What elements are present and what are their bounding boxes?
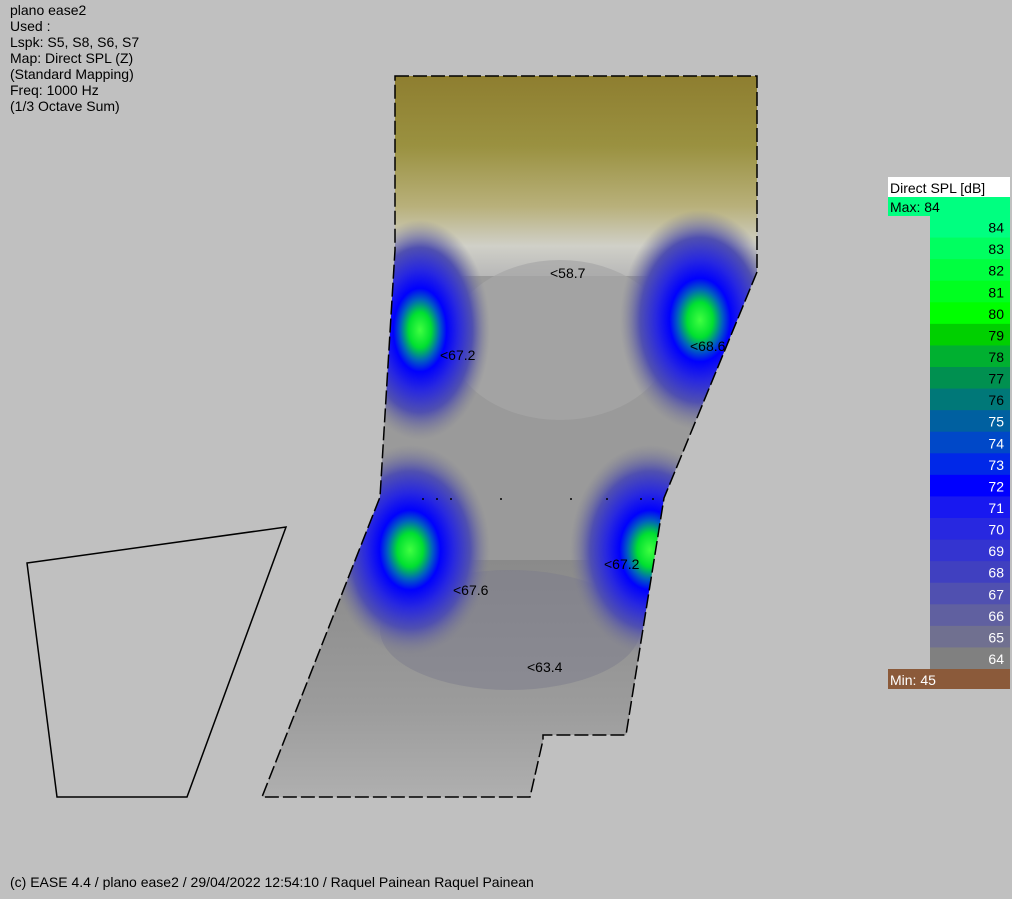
legend-level-label: 76	[988, 392, 1004, 408]
legend-swatch-74	[930, 431, 1010, 454]
legend-swatch-66	[930, 604, 1010, 627]
seat-row-markers	[422, 498, 654, 500]
legend-swatch-73	[930, 453, 1010, 476]
legend-level-label: 74	[988, 435, 1004, 451]
legend-swatch-84	[930, 216, 1010, 239]
legend-swatch-67	[930, 582, 1010, 605]
legend-level-label: 80	[988, 306, 1004, 322]
annotation-bottom-left: <67.6	[453, 582, 489, 598]
legend-level-label: 73	[988, 457, 1004, 473]
info-line-mapping: (Standard Mapping)	[10, 66, 134, 82]
legend-level-label: 84	[988, 220, 1004, 236]
legend-level-label: 65	[988, 629, 1004, 645]
annotation-bottom-right: <67.2	[604, 556, 640, 572]
legend-level-label: 78	[988, 349, 1004, 365]
legend-swatch-77	[930, 367, 1010, 390]
legend-swatch-68	[930, 561, 1010, 584]
info-line-used: Used :	[10, 18, 51, 34]
legend-level-label: 72	[988, 478, 1004, 494]
annotation-top-center: <58.7	[550, 265, 586, 281]
info-block: plano ease2 Used : Lspk: S5, S8, S6, S7 …	[10, 2, 139, 114]
legend-level-label: 66	[988, 608, 1004, 624]
legend-swatch-80	[930, 302, 1010, 325]
info-line-project: plano ease2	[10, 2, 87, 18]
legend-level-label: 68	[988, 565, 1004, 581]
legend-level-label: 75	[988, 414, 1004, 430]
info-line-frequency: Freq: 1000 Hz	[10, 82, 99, 98]
legend-level-label: 71	[988, 500, 1004, 516]
legend-level-label: 69	[988, 543, 1004, 559]
legend-level-label: 79	[988, 327, 1004, 343]
footer-credit: (c) EASE 4.4 / plano ease2 / 29/04/2022 …	[10, 874, 534, 890]
legend-swatch-76	[930, 388, 1010, 411]
legend: Direct SPL [dB] Max: 84 84 83 82 81 80 79 78 77…	[888, 177, 1010, 689]
legend-level-label: 64	[988, 651, 1004, 667]
legend-swatch-64	[930, 647, 1010, 670]
legend-swatch-71	[930, 496, 1010, 519]
legend-title: Direct SPL [dB]	[890, 180, 985, 196]
legend-level-label: 67	[988, 586, 1004, 602]
info-line-octave: (1/3 Octave Sum)	[10, 98, 120, 114]
legend-swatch-69	[930, 539, 1010, 562]
secondary-area-outline	[26, 526, 288, 798]
legend-max-label: Max: 84	[890, 199, 940, 215]
annotation-bottom-center: <63.4	[527, 659, 563, 675]
info-line-map: Map: Direct SPL (Z)	[10, 50, 134, 66]
legend-swatch-75	[930, 410, 1010, 433]
legend-swatch-72	[930, 474, 1010, 497]
room-outline	[260, 75, 758, 798]
legend-swatch-65	[930, 625, 1010, 648]
legend-swatch-70	[930, 518, 1010, 541]
legend-swatch-82	[930, 259, 1010, 282]
annotation-top-left: <67.2	[440, 347, 476, 363]
legend-min-label: Min: 45	[890, 672, 936, 688]
legend-level-label: 81	[988, 284, 1004, 300]
info-line-loudspeakers: Lspk: S5, S8, S6, S7	[10, 34, 140, 50]
legend-swatch-83	[930, 237, 1010, 260]
legend-swatch-78	[930, 345, 1010, 368]
legend-level-label: 70	[988, 522, 1004, 538]
room-heatmap	[262, 76, 757, 797]
annotation-top-right: <68.6	[690, 338, 726, 354]
legend-level-label: 82	[988, 263, 1004, 279]
legend-level-label: 77	[988, 371, 1004, 387]
legend-swatch-79	[930, 323, 1010, 346]
legend-level-label: 83	[988, 241, 1004, 257]
legend-swatch-81	[930, 280, 1010, 303]
